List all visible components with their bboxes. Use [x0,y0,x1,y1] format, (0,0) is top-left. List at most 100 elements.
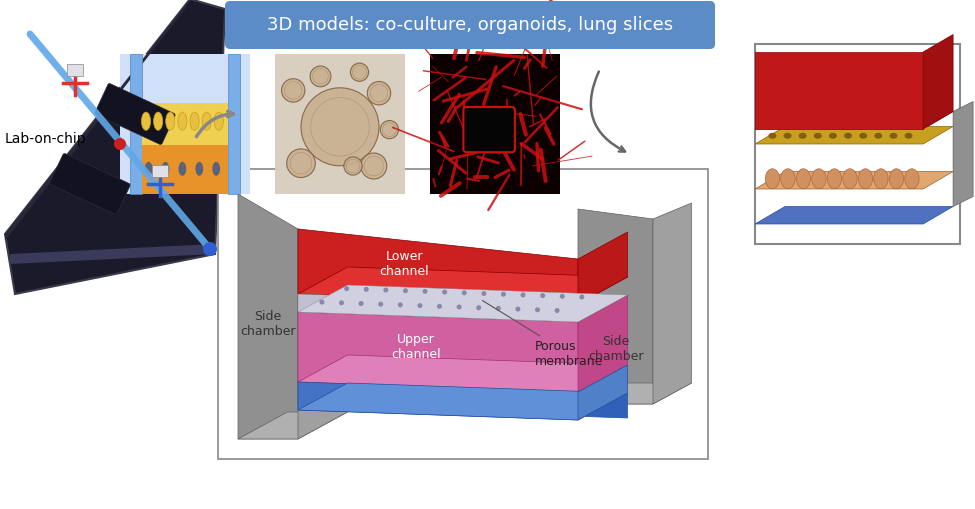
Ellipse shape [213,162,220,176]
Polygon shape [578,295,628,392]
Polygon shape [5,0,225,294]
Ellipse shape [889,133,897,139]
Ellipse shape [350,63,369,81]
Bar [430,54,560,194]
Ellipse shape [361,153,387,179]
Ellipse shape [859,133,867,139]
Polygon shape [10,244,215,264]
Ellipse shape [310,66,331,87]
Ellipse shape [842,169,857,189]
Ellipse shape [829,133,837,139]
Circle shape [359,301,364,306]
Ellipse shape [144,162,152,176]
Polygon shape [755,172,954,189]
Ellipse shape [905,169,919,189]
FancyBboxPatch shape [50,154,130,214]
Text: Lab-on-chip: Lab-on-chip [5,132,87,146]
Bar [142,103,228,145]
Ellipse shape [162,162,170,176]
Text: Side
chamber: Side chamber [588,335,644,363]
Circle shape [540,293,545,298]
Polygon shape [5,0,190,241]
Ellipse shape [202,112,212,130]
FancyBboxPatch shape [463,107,515,152]
Circle shape [398,302,403,307]
Polygon shape [298,355,628,392]
Bar [142,145,228,194]
Polygon shape [755,111,954,129]
Ellipse shape [154,112,163,130]
Ellipse shape [784,133,792,139]
Text: Lower
channel: Lower channel [379,250,429,278]
Polygon shape [954,101,973,207]
Circle shape [501,292,506,297]
Ellipse shape [814,133,822,139]
Ellipse shape [287,149,315,178]
Polygon shape [298,294,578,322]
Ellipse shape [344,157,362,175]
Polygon shape [298,229,578,304]
Polygon shape [298,312,578,392]
Circle shape [555,308,560,313]
Circle shape [364,287,369,292]
Circle shape [403,288,408,293]
Text: 3D models: co-culture, organoids, lung slices: 3D models: co-culture, organoids, lung s… [267,16,673,34]
Circle shape [378,302,383,307]
Polygon shape [578,365,628,420]
Circle shape [344,286,349,291]
Bar [228,54,240,194]
FancyBboxPatch shape [225,1,715,49]
Ellipse shape [768,133,776,139]
Ellipse shape [858,169,873,189]
Polygon shape [578,209,653,404]
Circle shape [476,305,482,310]
Ellipse shape [380,121,399,138]
Ellipse shape [177,112,187,130]
Ellipse shape [875,133,882,139]
Bar [151,165,168,177]
Ellipse shape [141,112,150,130]
Polygon shape [298,382,578,420]
Ellipse shape [812,169,826,189]
Polygon shape [923,35,954,129]
Polygon shape [755,127,954,144]
Ellipse shape [765,169,780,189]
Circle shape [456,304,461,309]
Ellipse shape [190,112,199,130]
Bar [275,54,405,194]
Circle shape [560,294,565,299]
Ellipse shape [889,169,904,189]
Ellipse shape [282,79,305,102]
Text: Porous
membrane: Porous membrane [483,300,604,368]
Circle shape [496,306,501,311]
Circle shape [339,300,344,305]
Polygon shape [653,203,691,404]
Ellipse shape [799,133,806,139]
Polygon shape [578,232,628,304]
Ellipse shape [844,133,852,139]
Circle shape [422,289,428,294]
Text: Side
chamber: Side chamber [240,310,295,338]
Polygon shape [298,285,628,322]
Ellipse shape [166,112,175,130]
Circle shape [203,242,217,256]
Ellipse shape [301,88,379,166]
Polygon shape [238,194,298,439]
Circle shape [462,290,467,295]
Ellipse shape [368,81,391,105]
Circle shape [320,300,325,304]
Bar [131,54,142,194]
Ellipse shape [214,112,223,130]
FancyBboxPatch shape [95,83,176,145]
Bar [67,64,83,76]
Circle shape [535,307,540,313]
Polygon shape [578,383,691,404]
Ellipse shape [195,162,203,176]
Ellipse shape [797,169,810,189]
Bar [755,44,960,244]
Ellipse shape [781,169,795,189]
Bar [218,169,708,459]
Polygon shape [755,52,923,129]
Ellipse shape [827,169,841,189]
Bar [120,54,250,194]
